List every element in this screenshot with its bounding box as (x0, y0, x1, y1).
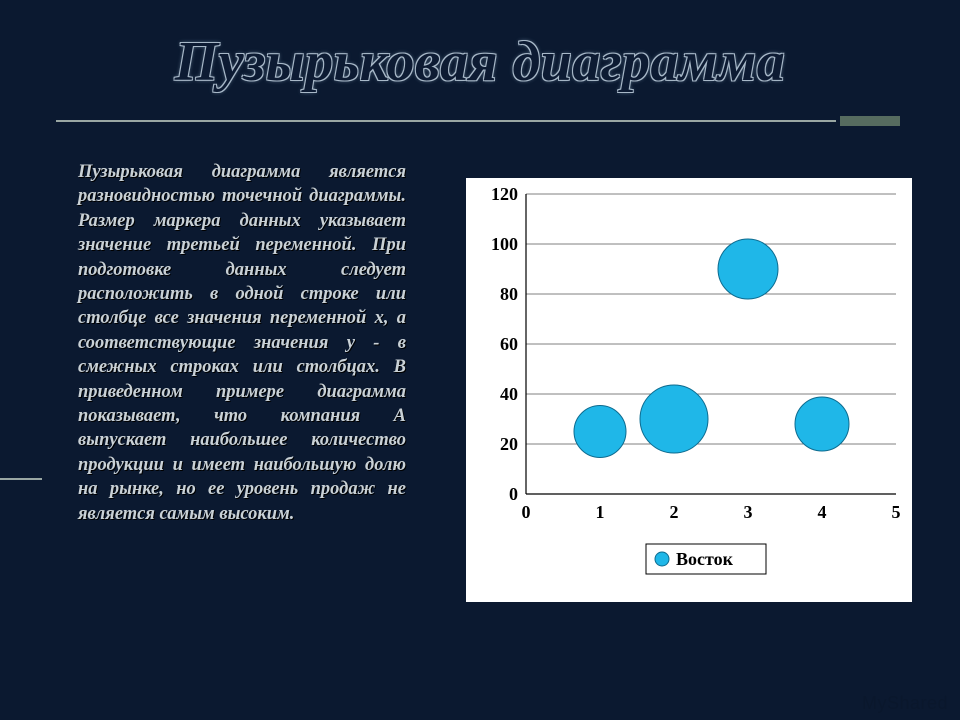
watermark: MyShared (862, 693, 948, 714)
bubble (795, 397, 849, 451)
bubble (574, 406, 626, 458)
chart-svg: 0 20 40 60 80 100 120 0 1 2 3 4 5 Восток (466, 178, 912, 602)
slide-title: Пузырьковая диаграмма (0, 30, 960, 94)
y-tick-label: 0 (509, 484, 518, 504)
bubble (640, 385, 708, 453)
bubble-chart: 0 20 40 60 80 100 120 0 1 2 3 4 5 Восток (466, 178, 912, 602)
x-tick-label: 2 (670, 502, 679, 522)
x-tick-label: 4 (818, 502, 827, 522)
y-tick-label: 40 (500, 384, 518, 404)
slide: Пузырьковая диаграмма Пузырьковая диагра… (0, 0, 960, 720)
y-tick-label: 20 (500, 434, 518, 454)
y-tick-label: 120 (491, 184, 518, 204)
divider-left (0, 478, 42, 480)
x-tick-label: 0 (522, 502, 531, 522)
x-tick-label: 5 (892, 502, 901, 522)
y-tick-label: 100 (491, 234, 518, 254)
x-tick-label: 1 (596, 502, 605, 522)
y-tick-label: 80 (500, 284, 518, 304)
y-tick-label: 60 (500, 334, 518, 354)
legend-label: Восток (676, 549, 734, 569)
bubble (718, 239, 778, 299)
divider-accent (840, 116, 900, 126)
divider-main (56, 120, 836, 122)
legend-marker (655, 552, 669, 566)
body-paragraph: Пузырьковая диаграмма является разновидн… (78, 160, 406, 526)
x-tick-label: 3 (744, 502, 753, 522)
